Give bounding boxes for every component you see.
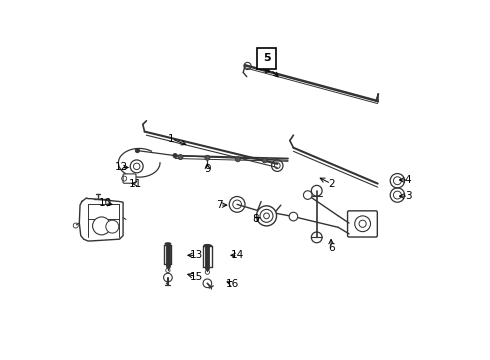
Circle shape xyxy=(205,155,210,160)
Circle shape xyxy=(135,148,140,153)
Text: 1: 1 xyxy=(168,134,175,144)
Text: 10: 10 xyxy=(98,198,112,208)
Circle shape xyxy=(93,217,111,235)
Text: 8: 8 xyxy=(252,215,259,224)
Text: 13: 13 xyxy=(190,250,203,260)
Text: 6: 6 xyxy=(328,243,334,253)
Text: 14: 14 xyxy=(231,250,245,260)
Circle shape xyxy=(256,206,276,226)
Text: 15: 15 xyxy=(190,272,203,282)
Text: 7: 7 xyxy=(217,200,223,210)
Circle shape xyxy=(289,212,298,221)
Text: 12: 12 xyxy=(115,162,128,172)
Text: 4: 4 xyxy=(405,175,412,185)
Text: 9: 9 xyxy=(204,164,211,174)
Text: 11: 11 xyxy=(129,179,142,189)
Circle shape xyxy=(262,158,267,163)
Text: 3: 3 xyxy=(405,191,412,201)
Text: 5: 5 xyxy=(263,53,270,63)
Circle shape xyxy=(106,220,119,233)
Circle shape xyxy=(303,191,312,199)
Circle shape xyxy=(173,153,177,158)
FancyBboxPatch shape xyxy=(123,174,136,183)
Text: 16: 16 xyxy=(226,279,239,289)
Circle shape xyxy=(178,154,183,159)
Text: 2: 2 xyxy=(328,179,334,189)
FancyBboxPatch shape xyxy=(347,211,377,237)
Circle shape xyxy=(235,157,240,162)
